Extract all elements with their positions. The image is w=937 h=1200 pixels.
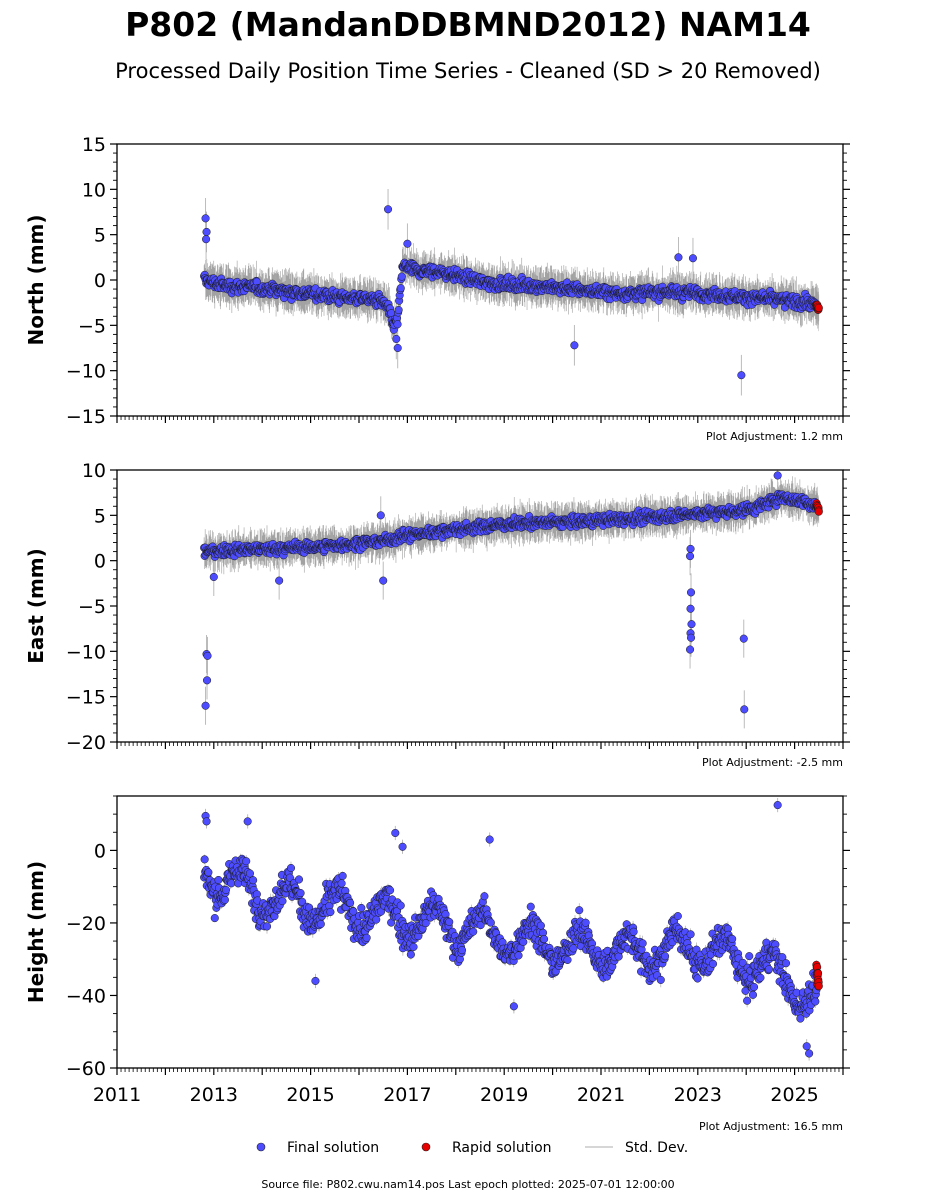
east-final-point	[376, 511, 385, 520]
north-y-axis: −15 −10 −5 0 5 10 15	[66, 134, 850, 428]
north-final-point	[393, 320, 402, 329]
north-final-point	[202, 235, 211, 244]
east-final-point	[379, 576, 388, 585]
east-y-tick-label: 5	[94, 505, 106, 527]
east-final-point	[202, 676, 212, 685]
north-final-point	[674, 253, 683, 262]
east-y-tick-label: −20	[66, 732, 106, 754]
east-final-point	[773, 471, 782, 480]
east-final-point	[275, 576, 284, 585]
north-final-point	[394, 305, 403, 315]
east-y-tick-label: 0	[94, 551, 106, 573]
chart-title: P802 (MandanDDBMND2012) NAM14	[125, 5, 811, 44]
north-y-tick-label: −15	[66, 406, 106, 428]
north-final-point	[570, 341, 579, 350]
north-y-axis-label: North (mm)	[24, 214, 48, 345]
east-stddev-bars	[203, 470, 820, 729]
north-panel: −15 −10 −5 0 5 10 15 North (mm)	[24, 134, 850, 428]
north-final-point	[383, 205, 393, 214]
east-final-point	[686, 552, 695, 561]
north-rapid-point	[814, 303, 823, 312]
east-y-tick-label: −10	[66, 641, 106, 663]
east-y-tick-label: −5	[78, 596, 106, 618]
east-points	[200, 471, 823, 714]
north-y-tick-label: −5	[78, 315, 106, 337]
east-final-point	[201, 701, 210, 710]
north-x-axis	[116, 416, 844, 423]
east-final-point	[686, 544, 695, 553]
north-y-tick-label: 15	[82, 134, 106, 156]
east-final-point	[740, 705, 749, 714]
north-y-tick-label: 5	[94, 225, 106, 247]
east-final-point	[686, 645, 695, 654]
north-final-point	[393, 343, 402, 353]
east-final-point	[686, 604, 695, 613]
north-final-point	[392, 334, 401, 343]
east-final-point	[203, 651, 212, 660]
chart-subtitle: Processed Daily Position Time Series - C…	[115, 59, 821, 83]
east-final-point	[687, 620, 696, 629]
north-final-point	[201, 214, 210, 223]
north-points	[200, 205, 823, 380]
north-final-point	[396, 284, 405, 293]
east-final-point	[739, 634, 748, 643]
north-final-point	[688, 254, 698, 263]
east-final-point	[209, 572, 218, 582]
east-final-point	[686, 633, 696, 642]
east-final-point	[686, 588, 696, 597]
north-y-tick-label: −10	[66, 361, 106, 383]
north-y-tick-label: 0	[94, 270, 106, 292]
north-y-tick-label: 10	[82, 179, 106, 201]
east-rapid-point	[814, 507, 823, 516]
north-final-point	[403, 239, 412, 248]
east-y-tick-label: −15	[66, 687, 106, 709]
north-final-point	[737, 371, 746, 380]
north-final-point	[202, 227, 211, 236]
north-final-point	[397, 272, 406, 281]
